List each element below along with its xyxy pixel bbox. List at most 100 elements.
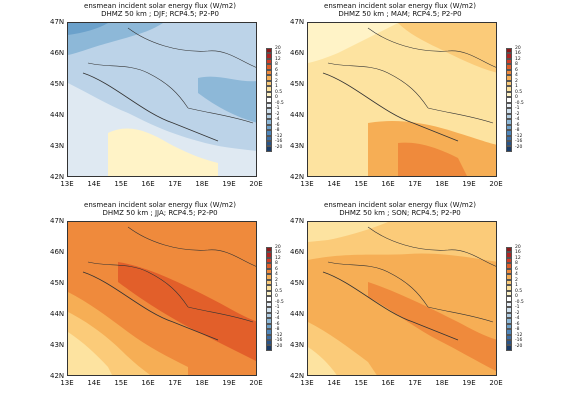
colorbar-segment [266,290,272,297]
colorbar-segment [506,268,512,275]
colorbar-segment [506,279,512,286]
lon-label: 18E [195,379,209,387]
colorbar-segment [266,119,272,125]
colorbar-segment [506,48,512,54]
lon-label: 19E [462,180,476,188]
map-djf [67,22,257,177]
colorbar-label: -1 [515,305,520,311]
lon-label: 14E [87,379,101,387]
colorbar-segment [266,307,272,313]
border-line [327,261,429,308]
coastline [322,72,459,142]
colorbar-segment [506,247,512,253]
lat-label: 45N [290,80,305,88]
colorbar-label: -2 [515,310,520,316]
colorbar-segment [506,345,512,351]
map-son [307,221,497,376]
colorbar-label: 12 [275,56,281,62]
lon-label: 14E [87,180,101,188]
colorbar-label: 20 [515,46,521,51]
colorbar [266,247,272,351]
panel-title: ensmean incident solar energy flux (W/m2… [324,201,476,209]
lat-label: 44N [50,310,65,318]
colorbar-segment [266,86,272,92]
colorbar-label: -0.5 [515,100,524,106]
colorbar-segment [266,329,272,335]
colorbar-segment [506,69,512,76]
colorbar-segment [266,124,272,131]
colorbar-label: -20 [275,343,283,349]
colorbar-label: -6 [275,122,280,128]
lon-label: 20E [249,180,263,188]
panel-djf: ensmean incident solar energy flux (W/m2… [0,0,292,200]
colorbar-segment [506,252,512,258]
lat-label: 45N [50,80,65,88]
colorbar-segment [266,345,272,351]
field-pale-sw [68,332,112,375]
colorbar-label: 12 [275,255,281,261]
colorbar-segment [266,252,272,258]
colorbar-segment [506,301,512,308]
colorbar-segment [506,86,512,92]
panel-subtitle: DHMZ 50 km ; DJF; RCP4.5; P2-P0 [101,10,219,18]
lon-label: 17E [408,180,422,188]
colorbar-segment [266,318,272,324]
panel-subtitle: DHMZ 50 km ; SON; RCP4.5; P2-P0 [339,209,461,217]
border-line [367,27,496,68]
colorbar-segment [506,329,512,335]
colorbar-label: -2 [275,310,280,316]
colorbar-segment [506,130,512,136]
lat-label: 42N [50,173,65,181]
colorbar-label: 0 [515,294,518,300]
border-line [127,226,256,267]
lon-label: 13E [60,180,74,188]
field-hot-band [118,262,256,361]
border-line [127,27,256,68]
colorbar-label: -2 [275,111,280,117]
field-darker-north [68,23,163,55]
colorbar [506,247,512,351]
lon-label: 14E [327,180,341,188]
lon-label: 14E [327,379,341,387]
colorbar-label: 20 [275,46,281,51]
colorbar-segment [266,263,272,269]
colorbar-label: 2 [515,78,518,84]
field-darkest-north [68,23,108,35]
lon-label: 16E [381,379,395,387]
panel-jja: ensmean incident solar energy flux (W/m2… [0,199,292,399]
colorbar-label: -6 [515,321,520,327]
colorbar-segment [266,334,272,340]
border-line [87,62,189,109]
colorbar-segment [266,75,272,81]
lat-label: 47N [290,18,305,26]
colorbar-label: -20 [275,144,283,150]
colorbar-segment [506,263,512,269]
colorbar-segment [266,102,272,109]
panel-subtitle: DHMZ 50 km ; MAM; RCP4.5; P2-P0 [338,10,462,18]
colorbar-segment [266,135,272,141]
colorbar-segment [506,285,512,291]
lat-label: 42N [290,173,305,181]
map-jja [67,221,257,376]
colorbar-label: -16 [515,139,523,145]
panel-title: ensmean incident solar energy flux (W/m2… [324,2,476,10]
panel-title: ensmean incident solar energy flux (W/m2… [84,201,236,209]
lat-label: 46N [50,248,65,256]
lat-label: 46N [290,248,305,256]
lat-label: 43N [50,341,65,349]
lon-label: 16E [141,180,155,188]
colorbar-segment [506,53,512,59]
colorbar-label: -1 [275,305,280,311]
coastline [322,271,459,341]
colorbar-label: 6 [275,266,278,272]
lon-label: 17E [168,180,182,188]
colorbar-segment [266,64,272,70]
lon-label: 17E [408,379,422,387]
colorbar-segment [266,146,272,152]
colorbar-segment [506,318,512,324]
colorbar-label: 6 [275,67,278,73]
colorbar-label: 4 [515,73,518,79]
colorbar-segment [506,290,512,297]
colorbar-label: 20 [275,245,281,250]
colorbar-segment [506,257,512,264]
